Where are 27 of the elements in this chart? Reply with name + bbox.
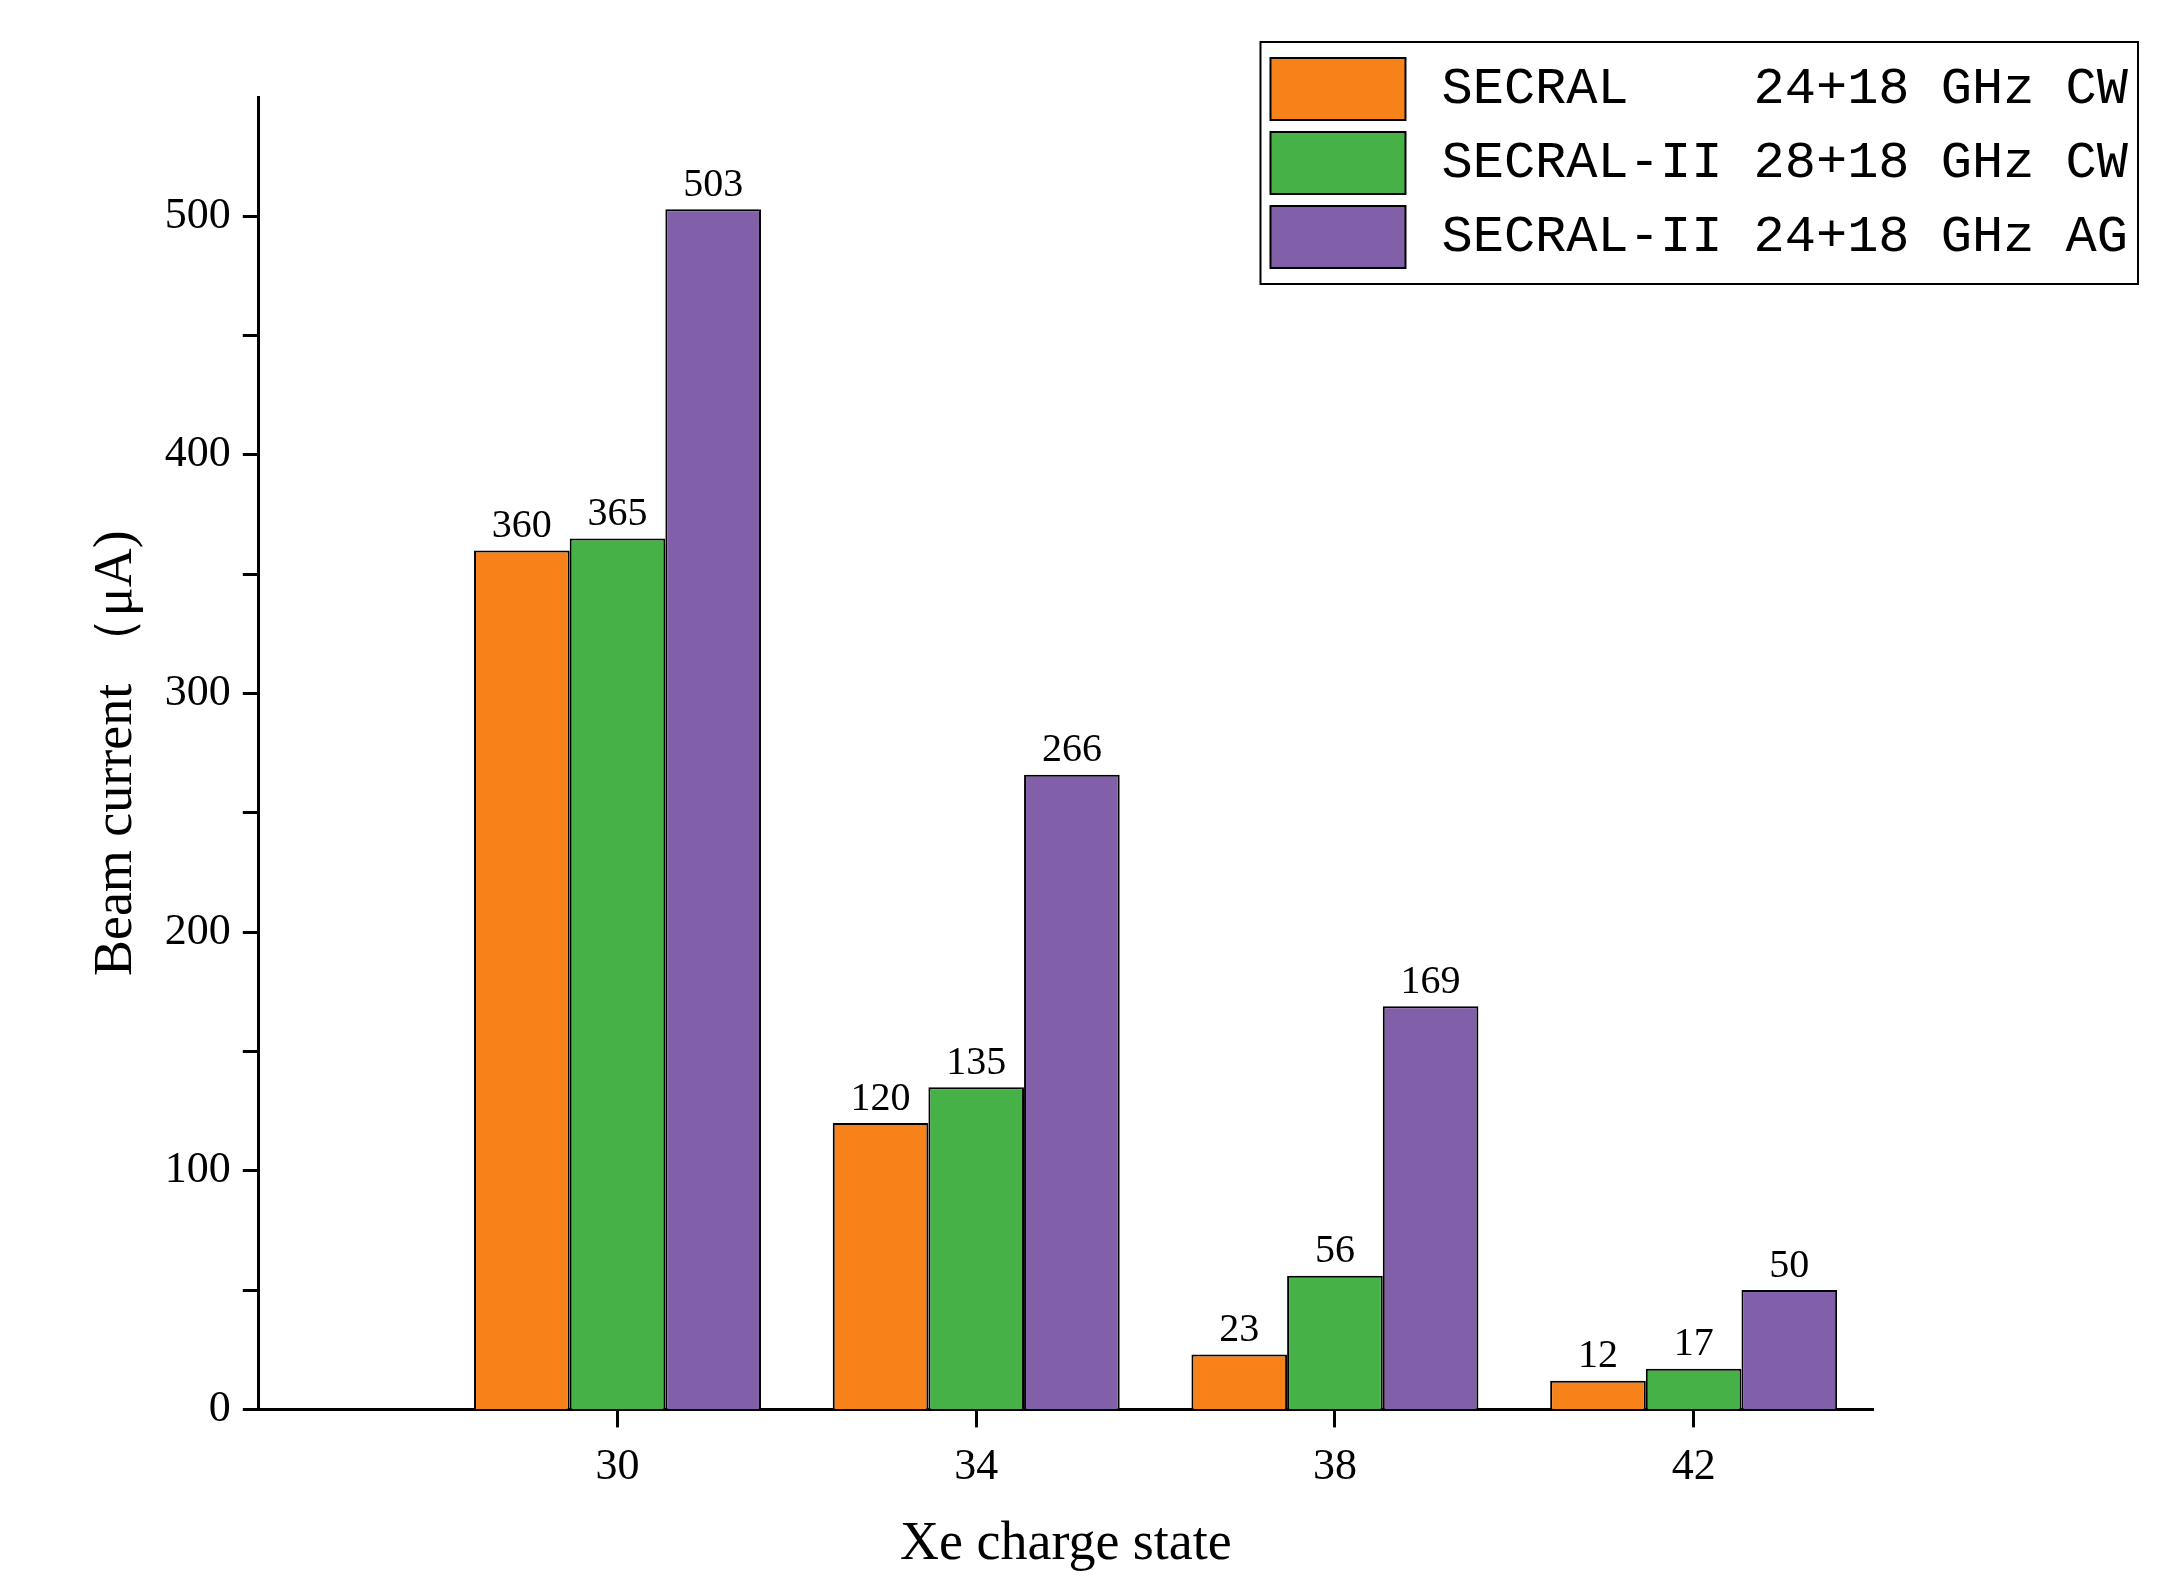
data-label: 17: [1673, 1319, 1714, 1365]
y-tick-label: 200: [164, 904, 231, 954]
data-label: 365: [587, 488, 648, 534]
data-label: 266: [1041, 725, 1102, 771]
data-label: 503: [683, 159, 744, 205]
data-label: 360: [491, 500, 552, 546]
x-tick-label: 34: [954, 1440, 999, 1490]
data-label: 135: [946, 1037, 1007, 1083]
x-tick-label: 38: [1312, 1440, 1357, 1490]
y-tick-label: 100: [164, 1143, 231, 1193]
legend-label: SECRAL-II 28+18 GHz CW: [1441, 133, 2129, 193]
data-label: 56: [1314, 1226, 1355, 1272]
x-axis-title: Xe charge state: [899, 1510, 1232, 1571]
data-label: 12: [1577, 1331, 1618, 1377]
y-tick-label: 400: [164, 427, 231, 477]
legend-label: SECRAL-II 24+18 GHz AG: [1441, 207, 2128, 267]
x-tick-label: 42: [1671, 1440, 1716, 1490]
y-tick-label: 0: [208, 1381, 231, 1431]
y-tick-label: 500: [164, 188, 231, 238]
data-label: 120: [850, 1073, 911, 1119]
x-tick-label: 30: [595, 1440, 640, 1490]
data-label: 50: [1769, 1240, 1810, 1286]
y-tick-label: 300: [164, 666, 231, 716]
legend-label: SECRAL 24+18 GHz CW: [1441, 59, 2129, 119]
y-axis-title: Beam current （μA): [82, 530, 143, 977]
data-label: 23: [1219, 1305, 1260, 1351]
data-label: 169: [1400, 956, 1461, 1002]
